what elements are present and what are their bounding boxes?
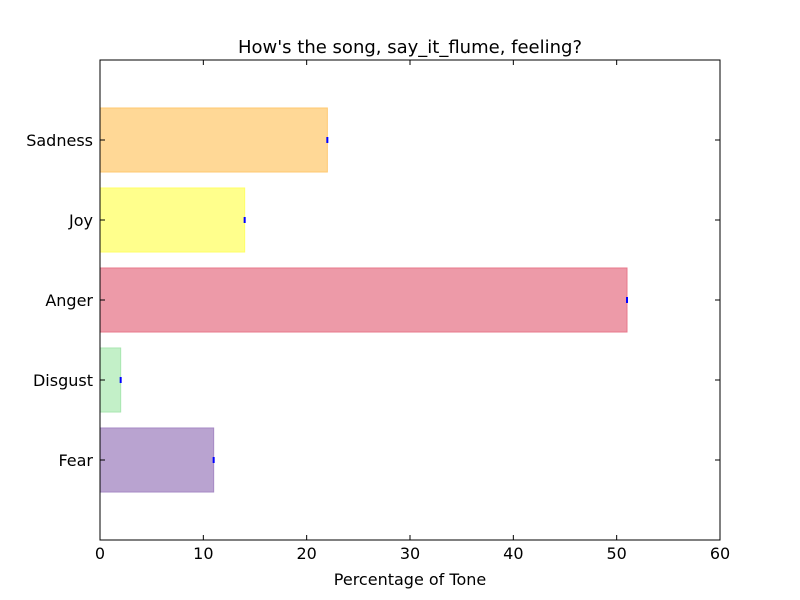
bar-sadness (99, 107, 328, 173)
x-tick-label: 10 (193, 544, 213, 563)
x-tick-label: 40 (503, 544, 523, 563)
x-tick-label: 0 (95, 544, 105, 563)
y-tick-label-disgust: Disgust (33, 371, 93, 390)
x-tick-label: 20 (296, 544, 316, 563)
bar-anger (99, 267, 628, 333)
x-axis-ticks: 0 10 20 30 40 50 60 (95, 60, 730, 563)
y-tick-label-joy: Joy (68, 211, 93, 230)
x-tick-label: 50 (606, 544, 626, 563)
bars-layer (99, 107, 628, 493)
bar-joy (99, 187, 246, 253)
y-axis-ticks: Fear Disgust Anger Joy Sadness (26, 131, 720, 470)
x-tick-label: 60 (710, 544, 730, 563)
chart-title: How's the song, say_it_flume, feeling? (238, 37, 582, 58)
y-tick-label-fear: Fear (58, 451, 93, 470)
y-tick-label-anger: Anger (45, 291, 93, 310)
bar-fear (99, 427, 215, 493)
x-tick-label: 30 (400, 544, 420, 563)
y-tick-label-sadness: Sadness (26, 131, 93, 150)
x-axis-label: Percentage of Tone (334, 570, 486, 589)
